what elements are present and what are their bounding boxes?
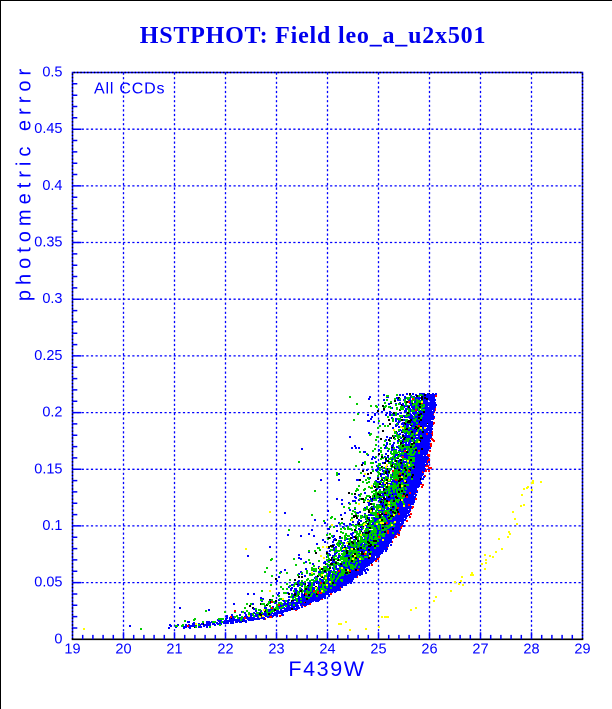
svg-text:20: 20 xyxy=(115,642,131,658)
svg-text:0.3: 0.3 xyxy=(42,291,62,307)
svg-text:25: 25 xyxy=(370,642,386,658)
svg-text:24: 24 xyxy=(319,642,335,658)
svg-text:22: 22 xyxy=(217,642,233,658)
svg-text:F439W: F439W xyxy=(288,657,365,681)
svg-text:0.15: 0.15 xyxy=(34,461,62,477)
svg-text:21: 21 xyxy=(166,642,182,658)
svg-text:28: 28 xyxy=(523,642,539,658)
svg-text:23: 23 xyxy=(268,642,284,658)
svg-text:0.4: 0.4 xyxy=(42,178,62,194)
svg-text:0.2: 0.2 xyxy=(42,405,62,421)
svg-text:26: 26 xyxy=(421,642,437,658)
svg-text:0.35: 0.35 xyxy=(34,235,62,251)
svg-text:0.25: 0.25 xyxy=(34,348,62,364)
svg-text:27: 27 xyxy=(472,642,488,658)
svg-text:photometric error: photometric error xyxy=(14,64,36,301)
svg-text:29: 29 xyxy=(574,642,590,658)
svg-text:19: 19 xyxy=(64,642,80,658)
svg-text:0.5: 0.5 xyxy=(42,65,62,81)
svg-text:0.45: 0.45 xyxy=(34,121,62,137)
svg-text:0.05: 0.05 xyxy=(34,575,62,591)
svg-text:0: 0 xyxy=(54,631,62,647)
svg-text:0.1: 0.1 xyxy=(42,518,62,534)
svg-text:All CCDs: All CCDs xyxy=(94,81,165,98)
